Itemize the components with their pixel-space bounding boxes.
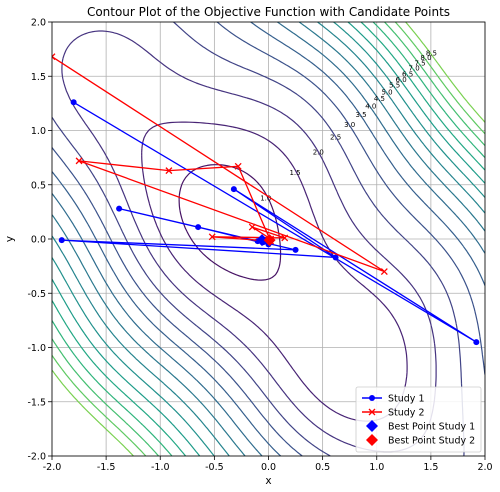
legend-marker-study-1: [369, 395, 375, 401]
y-axis-label: y: [4, 236, 16, 242]
data-point: [75, 157, 83, 165]
y-tick-label: 2.0: [31, 18, 46, 29]
contour-level-8.0: [52, 22, 485, 456]
data-point: [116, 205, 123, 212]
contour-level-5.0: [52, 22, 485, 456]
contour-label: 4.0: [365, 103, 376, 111]
data-point: [195, 224, 202, 231]
y-tick-label: 1.0: [31, 126, 46, 137]
best-point-marker: [263, 234, 276, 247]
x-tick-label: -1.0: [151, 462, 170, 473]
contour-label: 8.5: [426, 49, 437, 57]
legend-entry-study-2: Study 2: [362, 408, 425, 419]
contour-label: 1.5: [289, 169, 300, 177]
contour-level-2.5: [52, 22, 465, 456]
data-point: [52, 53, 56, 61]
data-point: [234, 162, 242, 170]
contour-level-8.5: [52, 22, 485, 456]
data-point: [380, 268, 388, 276]
contour-label: 6.0: [396, 76, 407, 84]
chart-title: Contour Plot of the Objective Function w…: [87, 5, 450, 19]
contour-level-3.0: [52, 22, 485, 456]
x-tick-label: 0.0: [261, 462, 276, 473]
legend-entry-study-1: Study 1: [362, 394, 425, 405]
x-tick-label: 0.5: [315, 462, 330, 473]
contour-label: 2.5: [330, 133, 341, 141]
axis-ticks: -2.0 -1.5 -1.0 -0.5 0.0 0.5 1.0 1.5 2.0 -2.0 -1.5 -…: [27, 18, 492, 474]
legend-label-study-2: Study 2: [388, 408, 425, 419]
y-tick-label: -1.0: [27, 343, 46, 354]
y-tick-label: 0.0: [31, 235, 46, 246]
y-tick-label: -1.5: [27, 397, 46, 408]
x-tick-label: -1.5: [97, 462, 116, 473]
series-3: [256, 234, 269, 247]
contour-level-5.5: [52, 22, 485, 456]
data-point: [165, 167, 173, 175]
legend-marker-best-1: [366, 420, 378, 432]
legend-box: [355, 386, 482, 453]
legend-label-study-1: Study 1: [388, 394, 425, 405]
contour-label: 3.5: [355, 111, 366, 119]
contour-label: 2.0: [313, 149, 324, 157]
y-tick-label: 0.5: [31, 180, 46, 191]
data-point: [473, 339, 480, 346]
contour-level-7.5: [52, 22, 485, 456]
contour-labels: 1.0 1.5 2.0 2.53.03.54.04.55.05.56.06.57.07…: [260, 49, 437, 202]
series-layer: [52, 53, 480, 346]
series-line: [52, 56, 385, 273]
data-point: [332, 254, 339, 261]
data-point: [292, 246, 299, 253]
contour-label: 3.0: [344, 121, 355, 129]
data-point: [70, 99, 77, 106]
legend: Study 1 Study 2 Best Point Study 1 Best …: [355, 386, 482, 453]
series-4: [263, 234, 276, 247]
contour-level-3.5: [52, 22, 485, 456]
legend-label-best-2: Best Point Study 2: [388, 436, 475, 447]
data-point: [248, 223, 256, 231]
data-point: [230, 186, 237, 193]
contour-level-4.5: [52, 22, 485, 456]
contour-label: 5.5: [389, 82, 400, 90]
contour-label: 8.0: [420, 54, 431, 62]
y-tick-label: -0.5: [27, 289, 46, 300]
data-point: [58, 237, 65, 244]
data-point: [208, 233, 216, 241]
contour-level-4.0: [52, 22, 485, 456]
legend-entry-best-1: Best Point Study 1: [366, 420, 475, 433]
contour-label: 4.5: [374, 95, 385, 103]
legend-marker-study-2: [368, 408, 376, 416]
best-point-marker: [256, 234, 269, 247]
contour-label: 7.0: [409, 65, 420, 73]
contour-level-7.0: [52, 22, 485, 456]
x-tick-label: 1.5: [423, 462, 438, 473]
contour-level-2.0: [61, 30, 437, 453]
y-tick-label: -2.0: [27, 452, 46, 463]
contour-level-6.0: [52, 22, 485, 456]
legend-entry-best-2: Best Point Study 2: [366, 434, 475, 447]
x-tick-label: -2.0: [43, 462, 62, 473]
contour-label: 7.5: [414, 59, 425, 67]
data-point: [281, 234, 289, 242]
legend-label-best-1: Best Point Study 1: [388, 422, 475, 433]
contour-label: 1.0: [260, 195, 271, 203]
x-tick-label: 2.0: [477, 462, 492, 473]
contour-label: 5.0: [381, 88, 392, 96]
x-axis-label: x: [265, 475, 271, 487]
y-tick-label: 1.5: [31, 72, 46, 83]
contour-label: 6.5: [402, 70, 413, 78]
x-tick-label: -0.5: [205, 462, 224, 473]
contour-level-6.5: [52, 22, 485, 456]
x-tick-label: 1.0: [369, 462, 384, 473]
legend-marker-best-2: [366, 434, 378, 446]
